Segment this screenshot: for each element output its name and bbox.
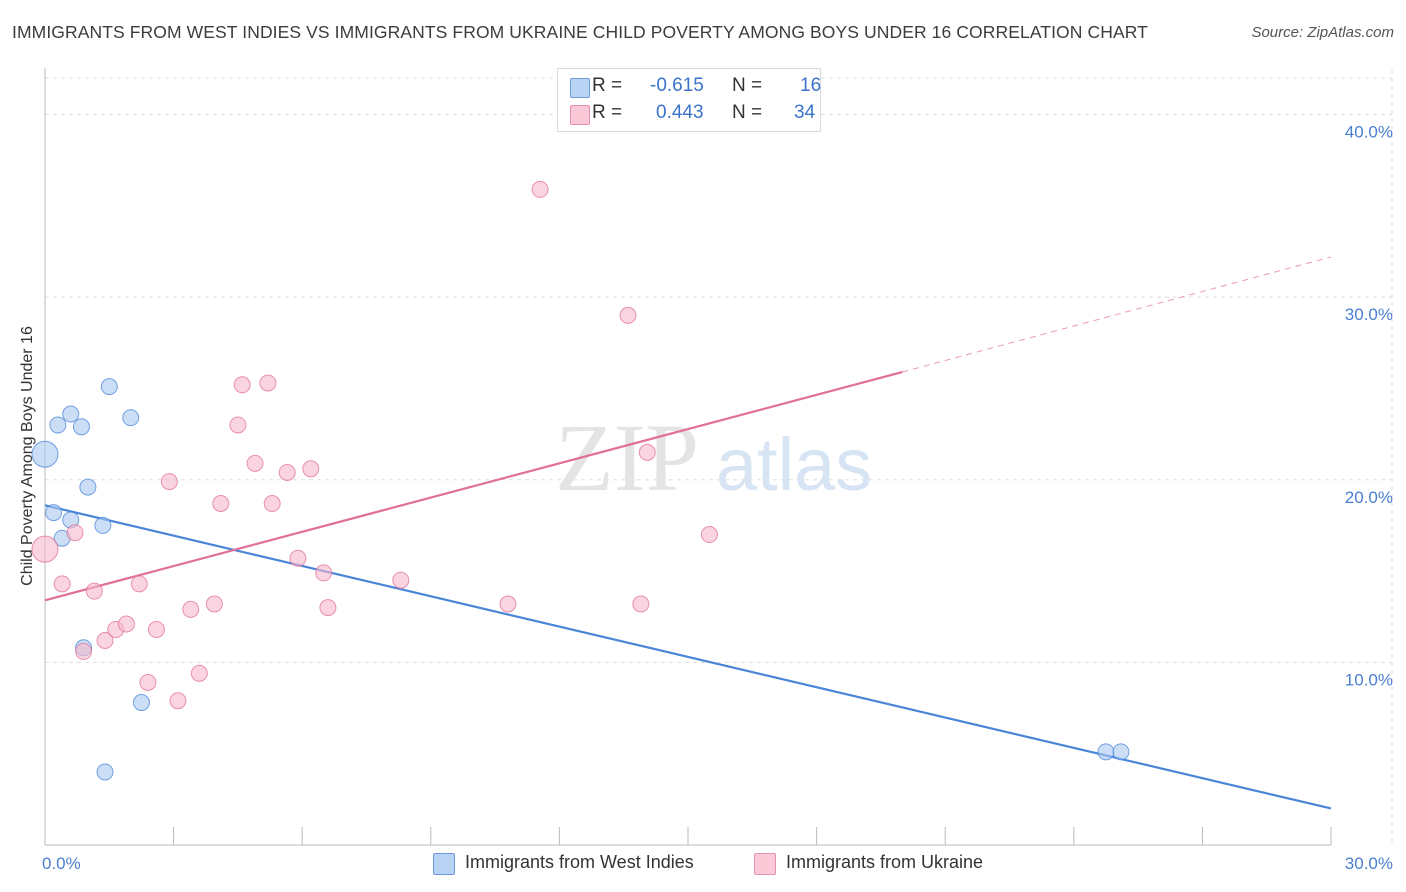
series-swatch-blue xyxy=(433,853,455,875)
data-point-ukraine xyxy=(139,673,157,691)
trend-line-ukraine xyxy=(44,370,903,602)
legend-n-label: N = xyxy=(732,102,763,123)
data-point-ukraine xyxy=(246,454,264,472)
data-point-west-indies xyxy=(94,516,112,534)
y-tick-label: 20.0% xyxy=(1345,488,1393,507)
data-point-west-indies xyxy=(72,418,90,436)
data-point-ukraine xyxy=(85,582,103,600)
data-point-west-indies xyxy=(132,694,150,712)
data-point-ukraine xyxy=(190,664,208,682)
legend-swatch-pink xyxy=(570,105,590,125)
data-point-ukraine xyxy=(130,575,148,593)
tick-labels: 10.0% 20.0% 30.0% 40.0% 0.0% 30.0% xyxy=(42,123,1393,873)
data-point-ukraine xyxy=(499,595,517,613)
watermark-atlas: atlas xyxy=(716,423,872,506)
watermark: ZIP atlas xyxy=(555,404,872,511)
data-point-ukraine xyxy=(53,575,71,593)
data-points xyxy=(31,180,1130,781)
data-point-ukraine xyxy=(31,535,59,563)
data-point-ukraine xyxy=(315,564,333,582)
legend-r-label: R = xyxy=(592,102,623,123)
data-point-ukraine xyxy=(117,615,135,633)
data-point-west-indies xyxy=(62,405,80,423)
data-point-ukraine xyxy=(205,595,223,613)
series-swatch-pink xyxy=(754,853,776,875)
data-point-ukraine xyxy=(278,463,296,481)
legend-n-value: 34 xyxy=(794,102,816,123)
legend-r-value: 0.443 xyxy=(656,102,704,123)
y-tick-label: 40.0% xyxy=(1345,123,1393,142)
data-point-ukraine xyxy=(638,443,656,461)
data-point-ukraine xyxy=(160,473,178,491)
data-point-west-indies xyxy=(79,478,97,496)
data-point-ukraine xyxy=(319,599,337,617)
correlation-legend: R = -0.615 N = 16 R = 0.443 N = 34 xyxy=(557,68,821,132)
legend-r-value: -0.615 xyxy=(650,75,704,96)
data-point-west-indies xyxy=(1112,743,1130,761)
data-point-ukraine xyxy=(700,526,718,544)
data-point-ukraine xyxy=(233,376,251,394)
data-point-west-indies xyxy=(1097,743,1115,761)
data-point-west-indies xyxy=(45,504,63,522)
trend-lines xyxy=(44,256,1332,810)
data-point-ukraine xyxy=(75,642,93,660)
chart-title: IMMIGRANTS FROM WEST INDIES VS IMMIGRANT… xyxy=(12,22,1148,42)
data-point-ukraine xyxy=(182,600,200,618)
data-point-ukraine xyxy=(212,495,230,513)
watermark-zip: ZIP xyxy=(555,404,699,511)
trend-line-extension xyxy=(902,256,1332,373)
data-point-ukraine xyxy=(263,495,281,513)
legend-n-label: N = xyxy=(732,75,763,96)
data-point-ukraine xyxy=(229,416,247,434)
data-point-ukraine xyxy=(147,621,165,639)
data-point-ukraine xyxy=(169,692,187,710)
data-point-west-indies xyxy=(96,763,114,781)
x-tick-label: 30.0% xyxy=(1345,854,1393,873)
data-point-ukraine xyxy=(96,631,114,649)
x-tick-label: 0.0% xyxy=(42,854,81,873)
data-point-west-indies xyxy=(31,440,59,468)
data-point-west-indies xyxy=(122,409,140,427)
y-tick-label: 10.0% xyxy=(1345,670,1393,689)
data-point-ukraine xyxy=(392,571,410,589)
data-point-ukraine xyxy=(531,180,549,198)
legend-swatch-blue xyxy=(570,78,590,98)
data-point-ukraine xyxy=(259,374,277,392)
data-point-ukraine xyxy=(289,549,307,567)
series-label: Immigrants from Ukraine xyxy=(786,852,984,872)
y-tick-label: 30.0% xyxy=(1345,305,1393,324)
trend-line-west-indies xyxy=(44,504,1332,810)
source-credit: Source: ZipAtlas.com xyxy=(1251,24,1394,41)
data-point-west-indies xyxy=(49,416,67,434)
data-point-ukraine xyxy=(66,524,84,542)
gridlines xyxy=(45,70,1393,845)
data-point-ukraine xyxy=(302,460,320,478)
data-point-ukraine xyxy=(632,595,650,613)
data-point-ukraine xyxy=(619,306,637,324)
series-label: Immigrants from West Indies xyxy=(465,852,694,872)
legend-n-value: 16 xyxy=(800,75,822,96)
data-point-west-indies xyxy=(100,378,118,396)
legend-r-label: R = xyxy=(592,75,623,96)
